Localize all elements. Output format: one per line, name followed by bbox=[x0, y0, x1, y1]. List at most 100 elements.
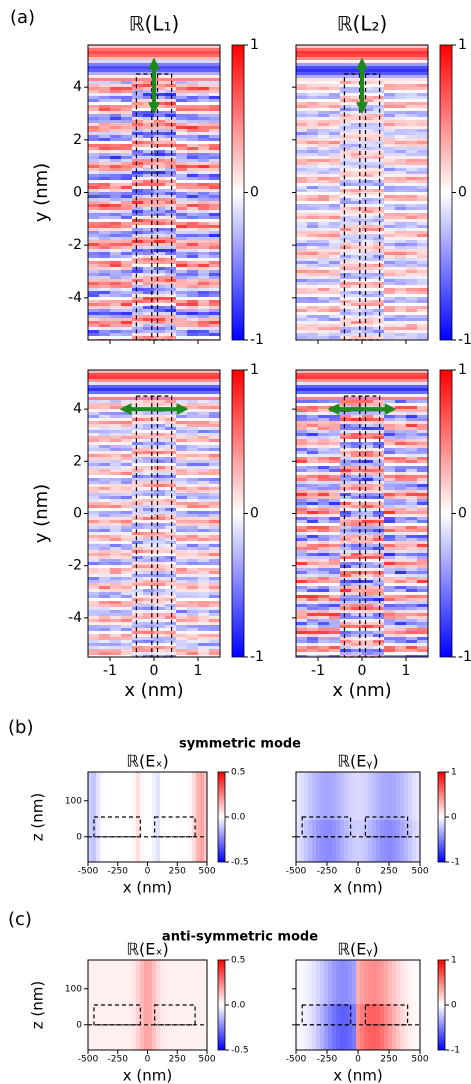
heatmap-cell bbox=[121, 198, 133, 202]
heatmap-cell bbox=[154, 484, 166, 488]
heatmap-cell bbox=[406, 571, 418, 575]
heatmap-cell bbox=[198, 631, 210, 635]
heatmap-cell bbox=[88, 204, 100, 208]
heatmap-cell bbox=[373, 568, 385, 572]
heatmap-cell bbox=[209, 219, 221, 223]
heatmap-cell bbox=[143, 198, 155, 202]
heatmap-cell bbox=[417, 114, 429, 118]
heatmap-cell bbox=[329, 487, 341, 491]
heatmap-cell bbox=[110, 385, 122, 389]
heatmap-cell bbox=[176, 475, 188, 479]
heatmap-cell bbox=[165, 186, 177, 190]
heatmap-cell bbox=[307, 637, 319, 641]
heatmap-cell bbox=[88, 177, 100, 181]
heatmap-cell bbox=[209, 225, 221, 229]
heatmap-cell bbox=[99, 159, 111, 163]
heatmap-cell bbox=[110, 306, 122, 310]
heatmap-cell bbox=[198, 240, 210, 244]
heatmap-cell bbox=[307, 610, 319, 614]
heatmap-cell bbox=[362, 643, 374, 647]
heatmap-cell bbox=[395, 282, 407, 286]
heatmap-cell bbox=[395, 297, 407, 301]
heatmap-cell bbox=[132, 117, 144, 121]
heatmap-cell bbox=[198, 195, 210, 199]
heatmap-cell bbox=[88, 613, 100, 617]
heatmap-cell bbox=[143, 601, 155, 605]
heatmap-cell bbox=[88, 502, 100, 506]
heatmap-cell bbox=[395, 406, 407, 410]
heatmap-cell bbox=[384, 81, 396, 85]
heatmap-cell bbox=[132, 601, 144, 605]
heatmap-cell bbox=[395, 327, 407, 331]
heatmap-cell bbox=[110, 463, 122, 467]
heatmap-cell bbox=[132, 258, 144, 262]
heatmap-cell bbox=[154, 460, 166, 464]
heatmap-cell bbox=[318, 598, 330, 602]
heatmap-cell bbox=[88, 192, 100, 196]
y-tick-label: 4 bbox=[73, 401, 82, 417]
heatmap-cell bbox=[176, 439, 188, 443]
heatmap-cell bbox=[110, 153, 122, 157]
heatmap-cell bbox=[110, 168, 122, 172]
heatmap-cell bbox=[329, 210, 341, 214]
heatmap-cell bbox=[209, 601, 221, 605]
heatmap-cell bbox=[329, 318, 341, 322]
heatmap-cell bbox=[121, 162, 133, 166]
heatmap-cell bbox=[88, 120, 100, 124]
heatmap-cell bbox=[384, 243, 396, 247]
heatmap-cell bbox=[96, 788, 101, 793]
heatmap-cell bbox=[121, 330, 133, 334]
heatmap-cell bbox=[99, 258, 111, 262]
heatmap-cell bbox=[88, 772, 93, 777]
heatmap-cell bbox=[329, 637, 341, 641]
heatmap-cell bbox=[121, 69, 133, 73]
heatmap-cell bbox=[96, 796, 101, 801]
heatmap-cell bbox=[140, 780, 145, 785]
heatmap-cell bbox=[406, 526, 418, 530]
heatmap-cell bbox=[296, 147, 308, 151]
heatmap-cell bbox=[187, 631, 199, 635]
heatmap-cell bbox=[340, 237, 352, 241]
heatmap-cell bbox=[110, 336, 122, 340]
heatmap-cell bbox=[132, 604, 144, 608]
heatmap-cell bbox=[395, 613, 407, 617]
heatmap-cell bbox=[340, 628, 352, 632]
heatmap-cell bbox=[110, 198, 122, 202]
heatmap-cell bbox=[362, 261, 374, 265]
heatmap-cell bbox=[318, 138, 330, 142]
heatmap-cell bbox=[351, 370, 363, 374]
heatmap-cell bbox=[99, 63, 111, 67]
heatmap-cell bbox=[296, 225, 308, 229]
heatmap-cell bbox=[417, 291, 429, 295]
heatmap-cell bbox=[373, 135, 385, 139]
heatmap-cell bbox=[198, 508, 210, 512]
y-tick-label: 4 bbox=[73, 79, 82, 95]
heatmap-cell bbox=[209, 117, 221, 121]
heatmap-cell bbox=[384, 90, 396, 94]
heatmap-cell bbox=[209, 99, 221, 103]
heatmap-cell bbox=[110, 433, 122, 437]
heatmap-cell bbox=[209, 421, 221, 425]
heatmap-cell bbox=[121, 472, 133, 476]
heatmap-cell bbox=[116, 796, 121, 801]
heatmap-cell bbox=[373, 535, 385, 539]
heatmap-cell bbox=[121, 108, 133, 112]
heatmap-cell bbox=[362, 312, 374, 316]
heatmap-cell bbox=[329, 78, 341, 82]
heatmap-cell bbox=[110, 324, 122, 328]
heatmap-cell bbox=[187, 547, 199, 551]
heatmap-cell bbox=[165, 571, 177, 575]
heatmap-cell bbox=[198, 505, 210, 509]
heatmap-cell bbox=[329, 198, 341, 202]
heatmap-cell bbox=[340, 430, 352, 434]
heatmap-cell bbox=[395, 394, 407, 398]
heatmap-cell bbox=[121, 556, 133, 560]
heatmap-cell bbox=[417, 646, 429, 650]
heatmap-cell bbox=[110, 547, 122, 551]
heatmap-cell bbox=[110, 559, 122, 563]
heatmap-cell bbox=[209, 309, 221, 313]
heatmap-cell bbox=[198, 448, 210, 452]
heatmap-cell bbox=[198, 180, 210, 184]
heatmap-cell bbox=[373, 424, 385, 428]
heatmap-cell bbox=[340, 526, 352, 530]
